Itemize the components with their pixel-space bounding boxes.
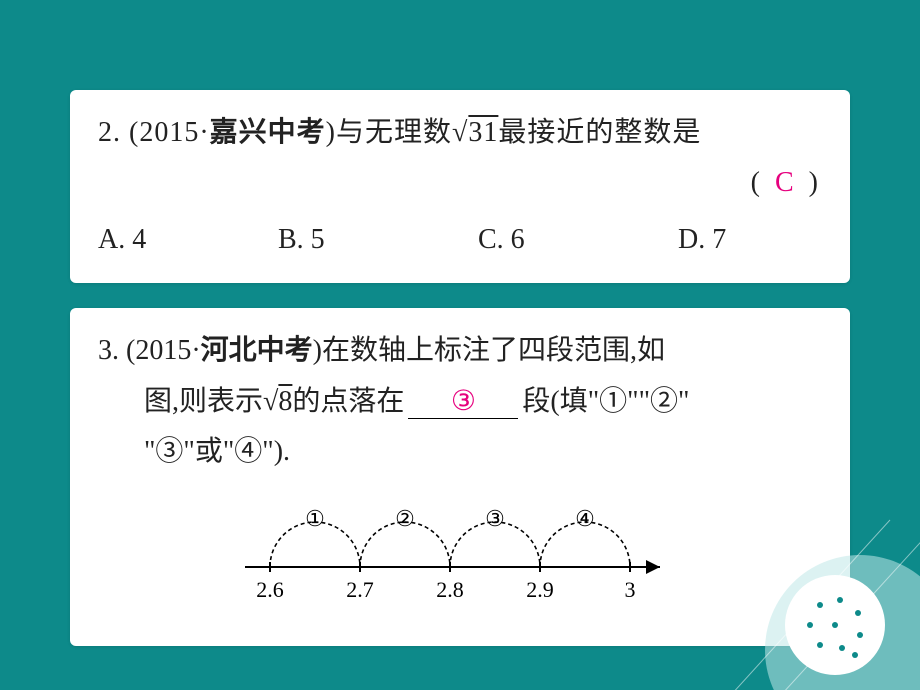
q2-choices: A. 4 B. 5 C. 6 D. 7 [98, 215, 822, 265]
q3-source-bold: 河北中考 [201, 335, 313, 366]
q3-stem-p2a: 图,则表示 [144, 386, 263, 417]
question-3-box: 3. (2015·河北中考)在数轴上标注了四段范围,如 图,则表示√8的点落在③… [70, 308, 850, 646]
q3-stem-p2b: 的点落在 [292, 386, 404, 417]
q3-line1: 3. (2015·河北中考)在数轴上标注了四段范围,如 [98, 326, 822, 376]
tick-label: 2.9 [526, 577, 554, 602]
sqrt-31: √31 [452, 117, 498, 148]
q2-stem-line1: 2. (2015·嘉兴中考)与无理数√31最接近的整数是 [98, 108, 822, 158]
q3-stem-p3: "③"或"④"). [144, 436, 290, 467]
q2-answer-row: ( C ) [98, 158, 822, 208]
question-2-box: 2. (2015·嘉兴中考)与无理数√31最接近的整数是 ( C ) A. 4 … [70, 90, 850, 283]
number-line-diagram: 2.6 2.7 2.8 2.9 3 ① ② ③ ④ [230, 485, 690, 610]
q2-number: 2. [98, 117, 121, 148]
q3-stem-p2c: 段(填"①""②" [522, 386, 689, 417]
q3-fill-answer: ③ [408, 388, 518, 419]
arc-label: ④ [575, 506, 595, 531]
q3-line3: "③"或"④"). [98, 427, 822, 477]
q2-source-suffix: ) [326, 117, 336, 148]
choice-a: A. 4 [98, 215, 278, 265]
q3-source-prefix: (2015· [126, 335, 201, 366]
q3-source-suffix: ) [313, 335, 322, 366]
q2-answer: C [767, 167, 802, 198]
q3-stem-p1: 在数轴上标注了四段范围,如 [322, 335, 665, 366]
axis-arrow [646, 560, 660, 574]
choice-c: C. 6 [478, 215, 678, 265]
q3-line2: 图,则表示√8的点落在③段(填"①""②" [98, 377, 822, 427]
tick-label: 2.6 [256, 577, 284, 602]
q2-stem-before: 与无理数 [336, 117, 452, 148]
q2-source-prefix: (2015· [129, 117, 210, 148]
q2-source-bold: 嘉兴中考 [210, 117, 326, 148]
q2-sqrt-value: 31 [468, 117, 498, 148]
paren-open: ( [751, 167, 760, 198]
q3-number: 3. [98, 335, 119, 366]
number-line-diagram-wrap: 2.6 2.7 2.8 2.9 3 ① ② ③ ④ [98, 485, 822, 627]
slide-page: 2. (2015·嘉兴中考)与无理数√31最接近的整数是 ( C ) A. 4 … [0, 0, 920, 690]
arc-label: ② [395, 506, 415, 531]
arc-label: ③ [485, 506, 505, 531]
tick-label: 2.7 [346, 577, 374, 602]
q3-sqrt-value: 8 [278, 386, 292, 417]
paren-close: ) [809, 167, 818, 198]
tick-label: 3 [625, 577, 636, 602]
tick-label: 2.8 [436, 577, 464, 602]
sqrt-8: √8 [263, 386, 292, 417]
choice-d: D. 7 [678, 215, 726, 265]
choice-b: B. 5 [278, 215, 478, 265]
q2-stem-after: 最接近的整数是 [498, 117, 701, 148]
arc-label: ① [305, 506, 325, 531]
